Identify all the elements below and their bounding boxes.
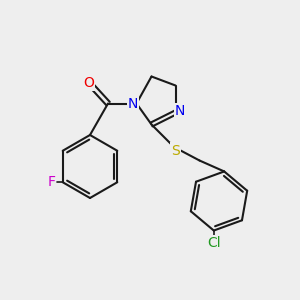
- Text: O: O: [83, 76, 94, 90]
- Text: F: F: [47, 175, 55, 189]
- Text: N: N: [128, 97, 138, 110]
- Text: Cl: Cl: [207, 236, 220, 250]
- Text: S: S: [171, 144, 180, 158]
- Text: N: N: [175, 104, 185, 118]
